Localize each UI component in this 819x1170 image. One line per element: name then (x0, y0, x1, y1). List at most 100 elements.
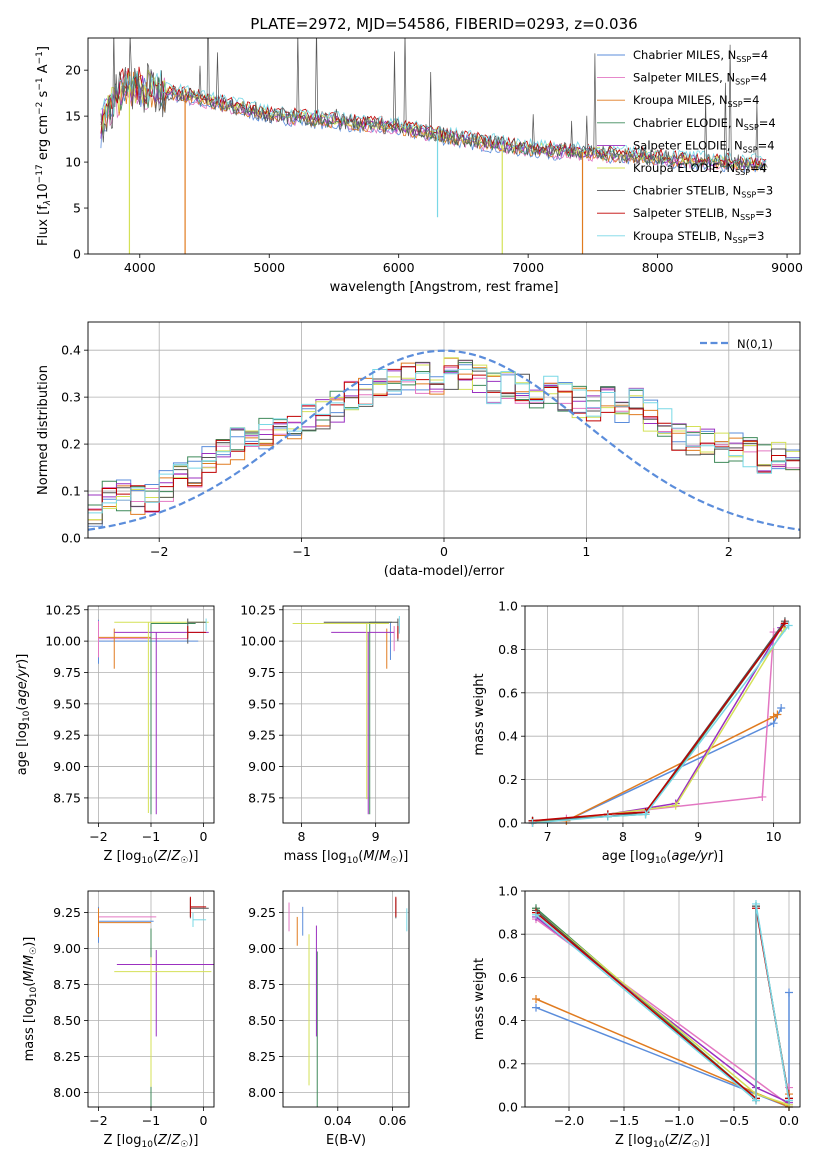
gaussian-legend-label: N(0,1) (737, 337, 773, 351)
histogram-series (88, 365, 800, 512)
residuals-plot-area (88, 349, 800, 531)
age_vs_mass-panel: 8 9 8.75 9.00 9.25 9.50 9.75 10.00 10.25 (240, 602, 410, 844)
weight_vs_age-axes: 7 8 9 10 0.0 0.2 0.4 0.6 0.8 1.0 (498, 599, 801, 844)
spectrum-lines (100, 38, 768, 254)
x-tick-label: 7 (544, 829, 552, 844)
weight-marker (641, 810, 650, 819)
y-tick-label: 0.6 (498, 970, 518, 985)
legend-label: Salpeter ELODIE, NSSP=4 (633, 138, 775, 154)
x-tick-label: −2 (89, 829, 107, 844)
weight_vs_Z-lines (532, 899, 793, 1111)
age-vs-mass-xlabel: mass [log10(M/M☉)] (284, 849, 409, 866)
residuals-panel: −2 −1 0 1 2 0.0 0.1 0.2 0.3 0.4 (61, 321, 801, 559)
weight-line (532, 622, 786, 822)
weight_vs_Z-frame (524, 890, 801, 1108)
y-tick-label: 0.4 (498, 1013, 518, 1028)
spectrum-axes: 4000 5000 6000 7000 8000 9000 0 5 10 15 20 (65, 37, 803, 275)
age_vs_mass-errorbars (292, 616, 400, 815)
x-tick-label: 0 (200, 1113, 208, 1128)
y-tick-label: 8.75 (53, 790, 81, 805)
y-tick-label: 10.25 (45, 602, 81, 617)
mass_vs_ebv-plot-area (288, 896, 408, 1107)
age_vs_Z-axes: −2 −1 0 8.75 9.00 9.25 9.50 9.75 10.00 10.25 (45, 602, 215, 844)
spectrum-plot-area (100, 38, 768, 254)
age_vs_mass-axes: 8 9 8.75 9.00 9.25 9.50 9.75 10.00 10.25 (240, 602, 410, 844)
spectrum-ylabel: Flux [fλ10−17 erg cm−2 s−1 A−1] (35, 46, 53, 246)
mass_vs_Z-frame (87, 890, 215, 1108)
y-tick-label: 10 (65, 155, 81, 170)
x-tick-label: 9000 (771, 260, 803, 275)
weight-marker (532, 995, 540, 1003)
y-tick-label: 8.75 (248, 790, 276, 805)
y-tick-label: 9.50 (53, 696, 81, 711)
mass_vs_Z-panel: −2 −1 0 8.00 8.25 8.50 8.75 9.00 9.25 (53, 890, 215, 1128)
y-tick-label: 0.8 (498, 642, 518, 657)
y-tick-label: 0.3 (61, 390, 81, 405)
weight-line (535, 905, 790, 1101)
spectrum-frame (87, 37, 801, 255)
y-tick-label: 1.0 (498, 599, 518, 614)
x-tick-label: 5000 (253, 260, 285, 275)
weight-marker (758, 792, 767, 801)
legend-label: Chabrier ELODIE, NSSP=4 (633, 116, 776, 132)
mass_vs_Z-axes: −2 −1 0 8.00 8.25 8.50 8.75 9.00 9.25 (53, 890, 215, 1128)
x-tick-label: −1 (142, 829, 160, 844)
y-tick-label: 0.0 (61, 531, 81, 546)
x-tick-label: 6000 (383, 260, 415, 275)
x-tick-label: 9 (372, 829, 380, 844)
x-tick-label: 0.0 (779, 1113, 799, 1128)
y-tick-label: 8.00 (248, 1085, 276, 1100)
x-tick-label: −2 (150, 544, 168, 559)
y-tick-label: 0.0 (498, 816, 518, 831)
mass_vs_ebv-axes: 0.04 0.06 8.00 8.25 8.50 8.75 9.00 9.25 (248, 890, 410, 1128)
chart-title: PLATE=2972, MJD=54586, FIBERID=0293, z=0… (250, 15, 637, 33)
y-tick-label: 0.2 (498, 772, 518, 787)
y-tick-label: 8.50 (248, 1013, 276, 1028)
weight-line (532, 627, 782, 824)
mass_vs_ebv-frame (282, 890, 410, 1108)
y-tick-label: 9.75 (53, 665, 81, 680)
weight-marker (532, 910, 540, 919)
age-vs-Z-ylabel: age [log10(age/yr)] (15, 654, 32, 776)
mass-vs-Z-ylabel: mass [log10(M/M☉)] (22, 937, 39, 1062)
legend-label: Salpeter STELIB, NSSP=3 (633, 206, 772, 222)
y-tick-label: 0.6 (498, 685, 518, 700)
y-tick-label: 9.75 (248, 665, 276, 680)
mass_vs_ebv-errorbars (288, 896, 408, 1107)
weight-vs-age-xlabel: age [log10(age/yr)] (602, 849, 724, 866)
weight-line (532, 622, 786, 822)
x-tick-label: 0 (200, 829, 208, 844)
legend-label: Chabrier MILES, NSSP=4 (633, 48, 768, 64)
y-tick-label: 0.2 (498, 1056, 518, 1071)
mass_vs_ebv-grid (283, 891, 409, 1107)
residuals-frame (87, 321, 801, 539)
y-tick-label: 0.0 (498, 1100, 518, 1115)
age_vs_Z-frame (87, 605, 215, 824)
weight-line (532, 620, 786, 822)
y-tick-label: 0 (73, 247, 81, 262)
y-tick-label: 9.00 (53, 941, 81, 956)
legend-label: Kroupa MILES, NSSP=4 (633, 93, 759, 109)
weight-marker (785, 988, 793, 997)
mass_vs_ebv-xlabel: E(B-V) (326, 1133, 366, 1148)
x-tick-label: 8 (619, 829, 627, 844)
weight-marker (752, 1096, 760, 1105)
residuals-axes: −2 −1 0 1 2 0.0 0.1 0.2 0.3 0.4 (61, 321, 801, 559)
x-tick-label: −1 (142, 1113, 160, 1128)
y-tick-label: 8.25 (53, 1049, 81, 1064)
weight_vs_age-plot-area (528, 617, 793, 827)
gaussian-curve (88, 349, 800, 531)
weight-marker (671, 801, 680, 810)
weight-line (532, 707, 782, 822)
x-tick-label: 9 (694, 829, 702, 844)
histogram-series (88, 364, 800, 527)
x-tick-label: 8000 (642, 260, 674, 275)
x-tick-label: 10 (766, 829, 782, 844)
weight_vs_age-ylabel: mass weight (472, 673, 487, 755)
y-tick-label: 10.25 (240, 602, 276, 617)
y-tick-label: 10.00 (240, 634, 276, 649)
y-tick-label: 9.00 (53, 759, 81, 774)
age_vs_Z-plot-area (98, 618, 209, 815)
age-vs-Z-xlabel: Z [log10(Z/Z☉)] (104, 849, 199, 866)
x-tick-label: −0.5 (719, 1113, 749, 1128)
